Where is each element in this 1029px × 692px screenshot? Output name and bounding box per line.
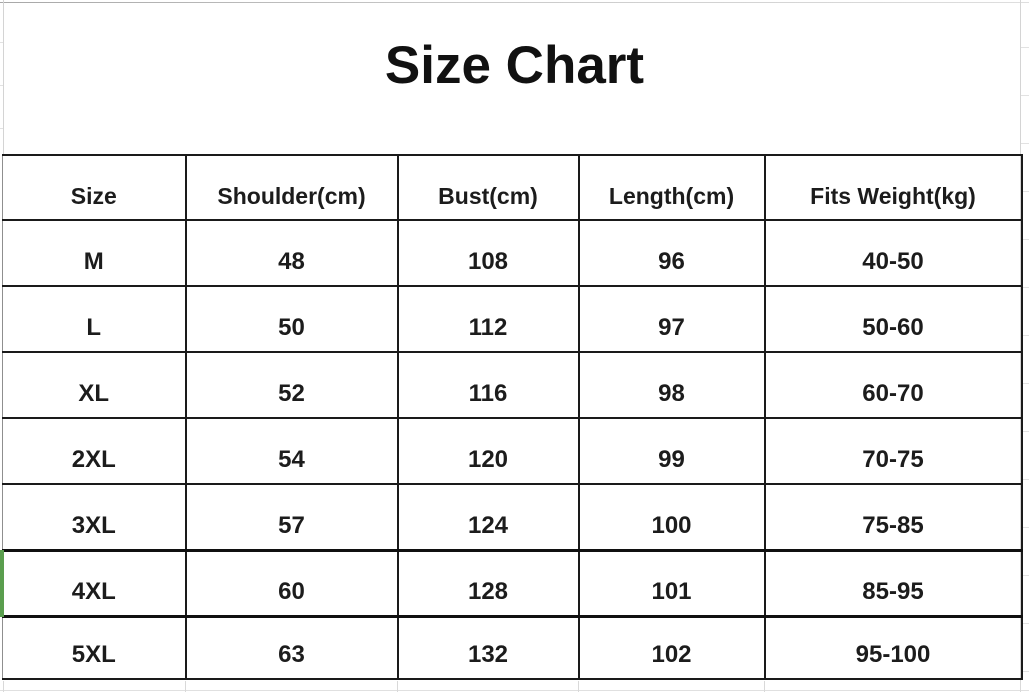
table-row: 2XL 54 120 99 70-75 (2, 417, 1023, 485)
table-row: M 48 108 96 40-50 (2, 219, 1023, 287)
cell-length: 101 (577, 548, 766, 618)
cell-bust: 124 (396, 483, 580, 551)
cell-bust: 120 (396, 417, 580, 485)
cell-weight: 70-75 (763, 417, 1023, 485)
gridline (578, 681, 579, 692)
cell-weight: 60-70 (763, 351, 1023, 419)
cell-bust: 108 (396, 219, 580, 287)
cell-length: 99 (577, 417, 766, 485)
cell-length: 97 (577, 285, 766, 353)
cell-shoulder: 57 (184, 483, 399, 551)
cell-size: 4XL (2, 548, 187, 618)
left-gridline (3, 0, 4, 154)
left-gridline-ticks (0, 0, 3, 154)
cell-length: 100 (577, 483, 766, 551)
table-row: 3XL 57 124 100 75-85 (2, 483, 1023, 551)
cell-weight: 85-95 (763, 548, 1023, 618)
cell-shoulder: 50 (184, 285, 399, 353)
cell-size: 3XL (2, 483, 187, 551)
cell-length: 96 (577, 219, 766, 287)
cell-shoulder: 52 (184, 351, 399, 419)
column-header-bust: Bust(cm) (396, 154, 580, 221)
size-table-body: M 48 108 96 40-50 L 50 112 97 50-60 XL 52 116 98 60-70… (2, 219, 1023, 680)
table-row: XL 52 116 98 60-70 (2, 351, 1023, 419)
column-header-shoulder: Shoulder(cm) (184, 154, 399, 221)
cell-length: 102 (577, 615, 766, 680)
cell-shoulder: 63 (184, 615, 399, 680)
cell-bust: 128 (396, 548, 580, 618)
cell-weight: 95-100 (763, 615, 1023, 680)
gridline (3, 681, 4, 692)
right-gridline-ticks (1021, 0, 1029, 692)
top-gridline (0, 2, 1029, 3)
column-header-weight: Fits Weight(kg) (763, 154, 1023, 221)
gridline (1020, 681, 1021, 692)
selected-cell-indicator (0, 550, 4, 617)
cell-bust: 112 (396, 285, 580, 353)
cell-shoulder: 60 (184, 548, 399, 618)
cell-shoulder: 54 (184, 417, 399, 485)
cell-bust: 116 (396, 351, 580, 419)
bottom-gridline (0, 690, 1029, 691)
gridline (397, 681, 398, 692)
cell-size: 2XL (2, 417, 187, 485)
cell-shoulder: 48 (184, 219, 399, 287)
gridline (764, 681, 765, 692)
cell-size: XL (2, 351, 187, 419)
table-row: L 50 112 97 50-60 (2, 285, 1023, 353)
cell-length: 98 (577, 351, 766, 419)
table-row: 5XL 63 132 102 95-100 (2, 615, 1023, 680)
column-header-size: Size (2, 154, 187, 221)
header-row: Size Shoulder(cm) Bust(cm) Length(cm) Fi… (2, 154, 1023, 221)
cell-size: L (2, 285, 187, 353)
cell-bust: 132 (396, 615, 580, 680)
cell-weight: 50-60 (763, 285, 1023, 353)
cell-size: 5XL (2, 615, 187, 680)
page-title: Size Chart (384, 35, 645, 95)
size-chart-table: Size Shoulder(cm) Bust(cm) Length(cm) Fi… (2, 154, 1023, 680)
cell-weight: 40-50 (763, 219, 1023, 287)
cell-weight: 75-85 (763, 483, 1023, 551)
gridline (185, 681, 186, 692)
cell-size: M (2, 219, 187, 287)
column-header-length: Length(cm) (577, 154, 766, 221)
table-row: 4XL 60 128 101 85-95 (2, 548, 1023, 618)
